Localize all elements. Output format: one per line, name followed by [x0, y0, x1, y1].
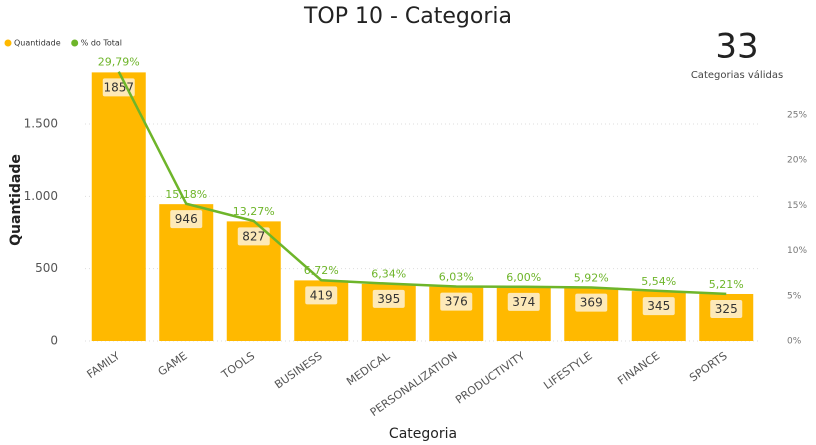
- x-tick-label: TOOLS: [218, 349, 257, 382]
- data-label: 325: [715, 302, 738, 316]
- y-tick-label: 500: [35, 261, 58, 275]
- x-tick-label: FAMILY: [84, 349, 122, 381]
- data-label-box: [440, 292, 473, 311]
- chart-title: TOP 10 - Categoria: [303, 4, 512, 29]
- data-label-box: [372, 289, 405, 308]
- x-axis-title: Categoria: [389, 426, 457, 442]
- y-tick-label: 1.000: [24, 189, 58, 203]
- data-label: 946: [175, 212, 198, 226]
- y2-tick-label: 25%: [787, 110, 807, 120]
- data-label: 6,00%: [506, 271, 541, 284]
- data-label-box: [710, 299, 743, 318]
- data-label: 5,92%: [574, 271, 609, 284]
- line: [117, 71, 727, 296]
- y-axis-title: Quantidade: [8, 154, 24, 246]
- data-label: 345: [647, 299, 670, 313]
- data-label: 5,54%: [641, 275, 676, 288]
- y2-tick-label: 0%: [787, 337, 802, 347]
- card-value: 33: [715, 27, 758, 67]
- data-label: 419: [310, 288, 333, 302]
- data-label: 6,03%: [439, 270, 474, 283]
- data-label: 376: [445, 295, 468, 309]
- legend-label: % do Total: [81, 39, 122, 48]
- data-label: 369: [580, 296, 603, 310]
- x-tick-label: FINANCE: [615, 349, 662, 387]
- y2-tick-label: 10%: [787, 246, 807, 256]
- bar: [91, 72, 146, 341]
- legend-marker: [4, 39, 12, 47]
- data-label: 6,72%: [304, 264, 339, 277]
- data-label: 6,34%: [371, 268, 406, 281]
- legend-marker: [71, 39, 79, 47]
- card-label: Categorias válidas: [691, 69, 783, 81]
- data-label-box: [170, 210, 203, 229]
- x-tick-label: GAME: [156, 349, 190, 378]
- y-tick-label: 0: [50, 334, 58, 348]
- data-label-box: [575, 293, 608, 312]
- x-tick-label: MEDICAL: [344, 349, 393, 389]
- data-label: 15,18%: [165, 188, 207, 201]
- y2-tick-label: 15%: [787, 201, 807, 211]
- data-label-box: [507, 292, 540, 311]
- data-label-box: [102, 78, 135, 97]
- x-tick-label: BUSINESS: [272, 349, 324, 391]
- y-tick-label: 1.500: [24, 117, 58, 131]
- data-label: 5,21%: [709, 278, 744, 291]
- data-label-box: [305, 286, 338, 305]
- data-label: 827: [242, 229, 265, 243]
- data-label: 395: [377, 292, 400, 306]
- x-tick-label: LIFESTYLE: [541, 349, 594, 392]
- legend-label: Quantidade: [14, 39, 61, 48]
- y2-tick-label: 20%: [787, 156, 807, 166]
- data-label-box: [642, 297, 675, 316]
- data-label: 13,27%: [233, 205, 275, 218]
- x-tick-label: PRODUCTIVITY: [453, 349, 527, 406]
- data-label: 374: [512, 295, 535, 309]
- x-tick-label: SPORTS: [687, 349, 730, 384]
- data-label: 29,79%: [98, 56, 140, 69]
- data-label-box: [237, 227, 270, 246]
- y2-tick-label: 5%: [787, 291, 802, 301]
